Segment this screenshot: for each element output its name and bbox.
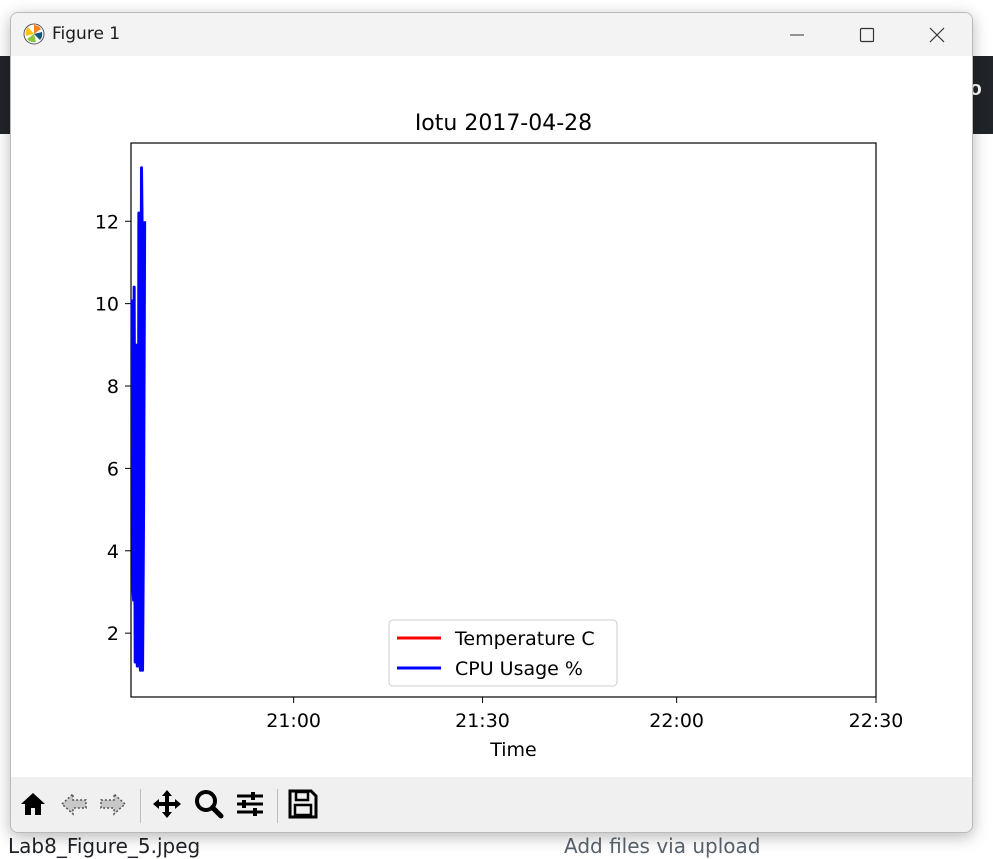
close-button[interactable] [902,13,972,56]
close-icon [929,27,945,43]
back-icon [59,789,89,819]
background-dark-band-left [0,56,10,134]
y-tick-label: 6 [107,458,119,480]
y-tick-label: 10 [95,294,119,316]
figure-canvas[interactable]: Iotu 2017-04-28 2 4 6 8 10 12 21:00 21:30 22:00 22… [11,56,972,777]
background-commit-message[interactable]: Add files via upload [564,834,760,858]
y-tick-label: 12 [95,211,119,233]
back-button[interactable] [57,787,91,821]
x-tick-label: 21:30 [455,710,510,732]
pan-button[interactable] [150,787,184,821]
y-tick-label: 4 [107,541,119,563]
home-icon [18,789,48,819]
toolbar-separator [140,789,141,823]
configure-subplots-button[interactable] [233,787,267,821]
background-file-name[interactable]: Lab8_Figure_5.jpeg [8,834,200,858]
x-tick-label: 21:00 [266,710,321,732]
plot-frame [131,143,876,697]
zoom-icon [193,788,225,820]
configure-icon [234,788,266,820]
minimize-icon [789,27,805,43]
window-titlebar[interactable]: Figure 1 [11,13,972,56]
legend-label: CPU Usage % [455,658,583,680]
series-line-cpu [132,168,145,671]
x-tick-label: 22:30 [849,710,904,732]
x-tick-label: 22:00 [649,710,704,732]
matplotlib-logo-icon [23,23,45,45]
window-title: Figure 1 [52,24,120,44]
forward-button[interactable] [96,787,130,821]
maximize-icon [859,27,875,43]
y-tick-label: 2 [107,623,119,645]
save-button[interactable] [286,787,320,821]
figure-window: Figure 1 Iotu 2017-04-28 2 4 6 8 10 12 21:00 21:… [10,12,973,833]
zoom-button[interactable] [192,787,226,821]
x-axis-label: Time [489,739,537,761]
pan-icon [151,788,183,820]
save-icon [287,788,319,820]
legend-label: Temperature C [454,628,595,650]
forward-icon [98,789,128,819]
background-dark-band-right: lo [972,56,993,134]
maximize-button[interactable] [832,13,902,56]
toolbar-separator [277,789,278,823]
navigation-toolbar [11,777,972,832]
y-tick-label: 8 [107,376,119,398]
chart-title: Iotu 2017-04-28 [415,111,592,136]
line-chart[interactable]: Iotu 2017-04-28 2 4 6 8 10 12 21:00 21:30 22:00 22… [11,56,972,777]
home-button[interactable] [16,787,50,821]
minimize-button[interactable] [762,13,832,56]
